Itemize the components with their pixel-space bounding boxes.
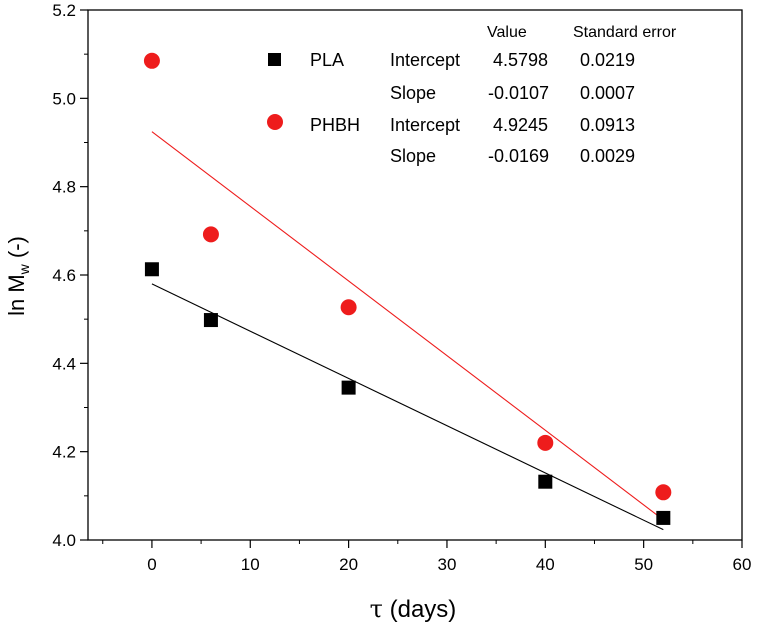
point-phbh xyxy=(340,299,357,316)
x-tick-label: 10 xyxy=(241,555,260,574)
x-tick-label: 0 xyxy=(147,555,156,574)
y-axis-title: ln Mw (-) xyxy=(4,236,32,316)
fit-row-3-value: 4.9245 xyxy=(493,115,548,135)
x-axis-unit: (days) xyxy=(383,596,456,623)
fit-line-phbh xyxy=(151,131,664,521)
axis-ticks: 0 10 20 30 40 50 60 4.0 4.2 4.4 4.6 4.8 5.0 5.2 xyxy=(52,1,751,574)
fit-row-3-param: Intercept xyxy=(390,115,460,135)
legend-header-error: Standard error xyxy=(573,24,677,41)
y-axis-subscript: w xyxy=(16,263,32,275)
y-tick-label: 4.8 xyxy=(52,178,76,197)
point-pla xyxy=(144,262,159,277)
point-pla xyxy=(203,313,218,328)
legend-header-value: Value xyxy=(487,24,527,41)
point-phbh xyxy=(143,52,160,69)
fit-row-1-param: Intercept xyxy=(390,50,460,70)
y-tick-label: 5.0 xyxy=(52,89,76,108)
x-tick-label: 60 xyxy=(733,555,752,574)
fit-line-pla xyxy=(151,283,664,531)
x-tick-label: 30 xyxy=(438,555,457,574)
legend: Value Standard error PLA Intercept 4.579… xyxy=(267,24,677,166)
data-markers xyxy=(143,52,672,525)
point-phbh xyxy=(655,484,672,501)
x-tick-label: 20 xyxy=(339,555,358,574)
x-tick-label: 40 xyxy=(536,555,555,574)
fit-row-1-error: 0.0219 xyxy=(580,50,635,70)
y-tick-label: 5.2 xyxy=(52,1,76,20)
y-tick-label: 4.2 xyxy=(52,443,76,462)
y-axis-main: ln M xyxy=(4,274,29,316)
legend-marker-phbh xyxy=(267,114,283,130)
y-tick-label: 4.6 xyxy=(52,266,76,285)
fit-row-2-param: Slope xyxy=(390,83,436,103)
fit-row-4-param: Slope xyxy=(390,146,436,166)
point-phbh xyxy=(537,434,554,451)
fit-row-4-value: -0.0169 xyxy=(488,146,549,166)
fit-row-1-value: 4.5798 xyxy=(493,50,548,70)
point-pla xyxy=(341,380,356,395)
legend-label-phbh: PHBH xyxy=(310,115,360,135)
x-axis-title: τ (days) xyxy=(370,595,457,623)
x-tick-label: 50 xyxy=(634,555,653,574)
y-tick-label: 4.4 xyxy=(52,354,76,373)
fit-lines xyxy=(151,131,664,531)
point-pla xyxy=(656,510,671,525)
fit-row-2-value: -0.0107 xyxy=(488,83,549,103)
point-phbh xyxy=(202,226,219,243)
fit-row-3-error: 0.0913 xyxy=(580,115,635,135)
fit-row-4-error: 0.0029 xyxy=(580,146,635,166)
legend-label-pla: PLA xyxy=(310,50,344,70)
point-pla xyxy=(538,474,553,489)
y-tick-label: 4.0 xyxy=(52,531,76,550)
y-axis-tail: (-) xyxy=(4,236,29,264)
legend-marker-pla xyxy=(268,53,281,66)
x-axis-symbol: τ xyxy=(370,595,383,623)
fit-row-2-error: 0.0007 xyxy=(580,83,635,103)
